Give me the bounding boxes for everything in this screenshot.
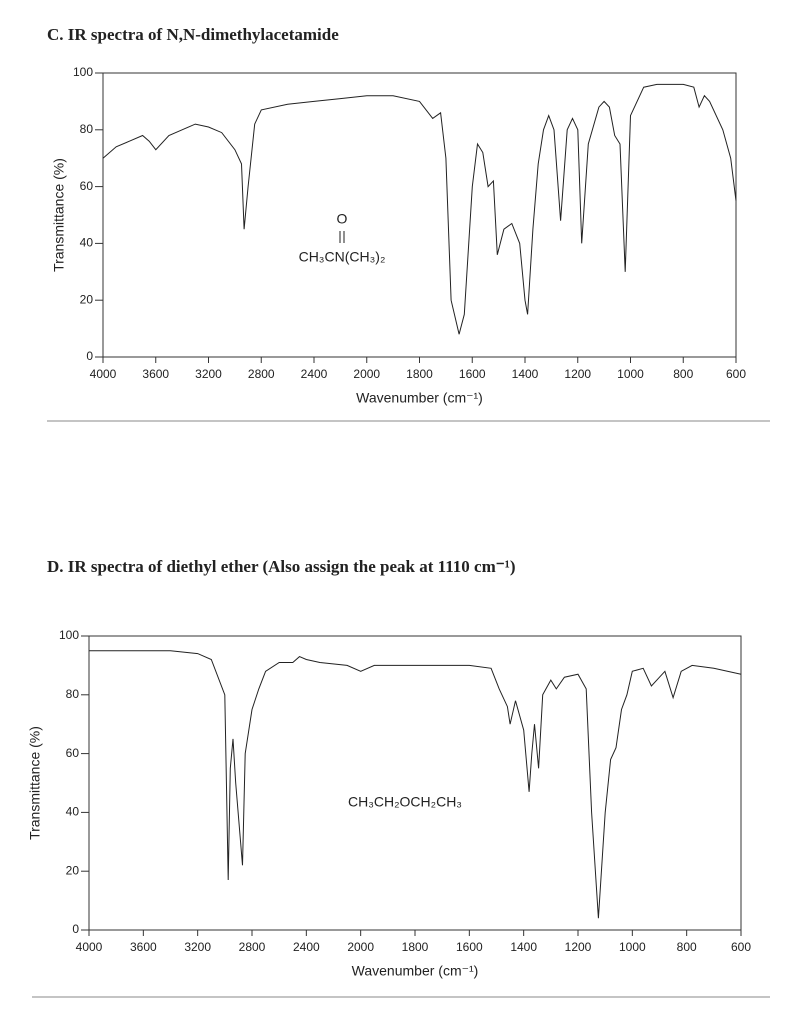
x-tick-label: 800 (673, 367, 693, 381)
y-tick-label: 0 (86, 349, 93, 363)
x-tick-label: 1400 (510, 940, 537, 954)
x-tick-label: 1800 (402, 940, 429, 954)
y-tick-label: 40 (80, 236, 94, 250)
x-tick-label: 2400 (293, 940, 320, 954)
x-tick-label: 2800 (248, 367, 275, 381)
x-tick-label: 2000 (347, 940, 374, 954)
x-tick-label: 600 (726, 367, 746, 381)
y-tick-label: 80 (80, 122, 94, 136)
x-tick-label: 3600 (142, 367, 169, 381)
x-tick-label: 2400 (301, 367, 328, 381)
structure-label: O (337, 211, 348, 227)
x-tick-label: 4000 (90, 367, 117, 381)
x-tick-label: 600 (731, 940, 751, 954)
y-tick-label: 100 (73, 65, 93, 79)
y-tick-label: 20 (66, 863, 80, 877)
x-tick-label: 2000 (353, 367, 380, 381)
y-tick-label: 40 (66, 805, 80, 819)
structure-label: CH₃CH₂OCH₂CH₃ (348, 794, 462, 810)
spectrum-line (89, 650, 742, 919)
x-tick-label: 1600 (459, 367, 486, 381)
x-tick-label: 1000 (617, 367, 644, 381)
x-tick-label: 3200 (195, 367, 222, 381)
y-axis-label: Transmittance (%) (51, 158, 67, 272)
y-tick-label: 60 (66, 746, 80, 760)
x-tick-label: 3600 (130, 940, 157, 954)
y-tick-label: 0 (72, 922, 79, 936)
y-axis-label: Transmittance (%) (27, 726, 43, 840)
y-tick-label: 80 (66, 687, 80, 701)
structure-label: CH₃CN(CH₃)₂ (299, 249, 386, 265)
x-tick-label: 1600 (456, 940, 483, 954)
x-tick-label: 1000 (619, 940, 646, 954)
y-tick-label: 60 (80, 179, 94, 193)
spectrum-line (102, 83, 737, 335)
x-tick-label: 4000 (76, 940, 103, 954)
x-axis-label: Wavenumber (cm⁻¹) (352, 963, 479, 979)
plot-frame (88, 635, 742, 931)
x-axis-label: Wavenumber (cm⁻¹) (356, 390, 483, 406)
x-tick-label: 800 (677, 940, 697, 954)
section-title: C. IR spectra of N,N-dimethylacetamide (47, 25, 339, 44)
plot-frame (102, 72, 737, 358)
x-tick-label: 2800 (239, 940, 266, 954)
section-title: D. IR spectra of diethyl ether (Also ass… (47, 557, 515, 576)
y-tick-label: 20 (80, 292, 94, 306)
x-tick-label: 1200 (564, 367, 591, 381)
x-tick-label: 1400 (512, 367, 539, 381)
x-tick-label: 1800 (406, 367, 433, 381)
x-tick-label: 3200 (184, 940, 211, 954)
y-tick-label: 100 (59, 628, 79, 642)
x-tick-label: 1200 (565, 940, 592, 954)
